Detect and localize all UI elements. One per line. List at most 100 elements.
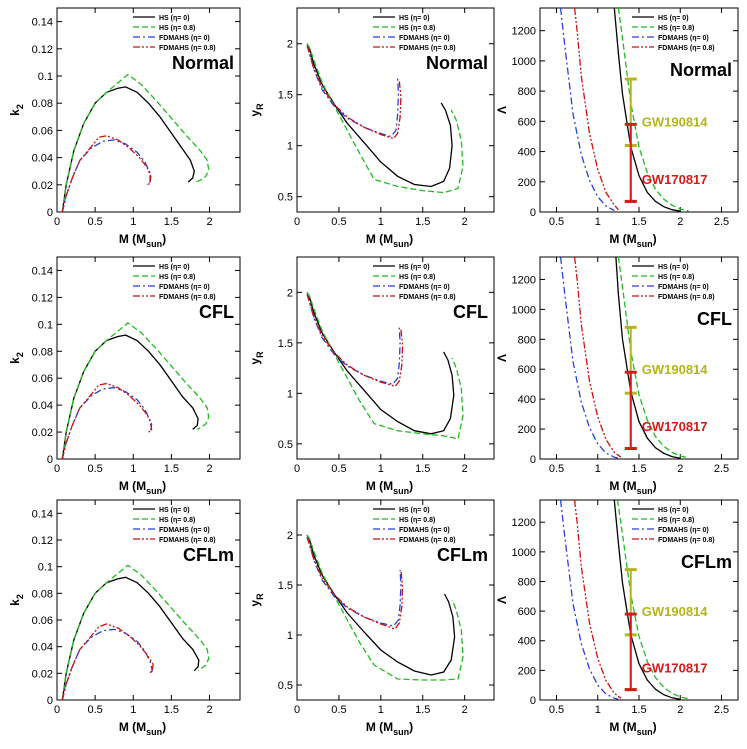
series-line (615, 257, 681, 459)
y-tick-label: 400 (518, 636, 536, 648)
y-tick-label: 0.14 (32, 265, 53, 277)
x-tick-label: 0.5 (331, 704, 346, 716)
series-line (306, 536, 402, 627)
legend-label: FDMAHS (η= 0) (658, 527, 709, 534)
y-tick-label: 200 (518, 665, 536, 677)
y-tick-label: 0 (530, 695, 536, 707)
x-tick-label: 1.5 (631, 704, 646, 716)
legend-label: FDMAHS (η= 0) (399, 284, 450, 291)
x-tick-label: 1 (130, 216, 136, 228)
y-tick-label: 0 (47, 695, 53, 707)
x-tick-label: 1.5 (164, 216, 179, 228)
panel-normal-lambda: 0.5 1 1.5 2 2.5 0 200 400 600 800 1000 1200 M (Msun)… (495, 7, 739, 249)
legend-label: FDMAHS (η= 0) (399, 35, 450, 42)
plot-frame (296, 499, 495, 701)
x-tick-label: 1.5 (164, 704, 179, 716)
x-tick-label: 0.5 (87, 216, 102, 228)
y-tick-label: 1200 (512, 517, 536, 529)
y-tick-label: 2 (287, 530, 293, 542)
y-tick-label: 0.06 (32, 125, 53, 137)
panel-label: Normal (426, 53, 488, 73)
y-tick-label: 800 (518, 334, 536, 346)
series-line (306, 294, 401, 386)
y-tick-label: 0.04 (32, 642, 53, 654)
x-tick-label: 1 (595, 463, 601, 475)
legend-label: FDMAHS (η= 0.8) (658, 45, 715, 52)
panel-cflm-lambda: 0.5 1 1.5 2 2.5 0 200 400 600 800 1000 1200 M (Msun)… (495, 499, 739, 737)
legend-label: HS (η= 0.8) (658, 274, 694, 281)
x-tick-label: 0 (294, 704, 300, 716)
y-tick-label: 0.04 (32, 400, 53, 412)
legend-label: HS (η= 0) (159, 264, 190, 271)
series-line (61, 139, 151, 212)
panel-cflm-k2: 0 0.5 1 1.5 2 0 0.02 0.04 0.06 0.08 0.1 0.12 0.14 M (… (8, 499, 241, 737)
y-tick-label: 0.1 (38, 71, 53, 83)
y-tick-label: 800 (518, 86, 536, 98)
y-tick-label: 0.04 (32, 153, 53, 165)
x-axis-label: M (Msun) (609, 479, 656, 496)
x-tick-label: 1.5 (415, 463, 430, 475)
x-tick-label: 0 (294, 216, 300, 228)
legend-label: FDMAHS (η= 0.8) (399, 537, 456, 544)
series-line (559, 500, 619, 700)
panel-label: CFLm (681, 552, 732, 572)
x-tick-label: 1.5 (631, 463, 646, 475)
x-axis-label: M (Msun) (119, 479, 166, 496)
y-tick-label: 0.12 (32, 292, 53, 304)
y-tick-label: 0.08 (32, 588, 53, 600)
series-line (61, 564, 210, 700)
y-axis-label: k2 (8, 352, 25, 364)
series-line (306, 294, 404, 388)
series-line (617, 257, 689, 459)
y-tick-label: 1000 (512, 304, 536, 316)
x-axis-label: M (Msun) (609, 232, 656, 249)
series-line (616, 500, 689, 700)
y-tick-label: 0 (47, 207, 53, 219)
x-axis-label: M (Msun) (366, 232, 413, 249)
y-axis-label: yR (248, 351, 265, 365)
y-tick-label: 0.08 (32, 346, 53, 358)
y-tick-label: 800 (518, 576, 536, 588)
y-tick-label: 1 (287, 388, 293, 400)
series-line (306, 292, 464, 440)
plot-frame (296, 7, 495, 213)
curves (559, 8, 689, 212)
y-tick-label: 0.12 (32, 535, 53, 547)
legend-label: HS (η= 0) (399, 264, 430, 271)
x-axis-label: M (Msun) (609, 720, 656, 737)
curves (559, 500, 689, 700)
y-tick-label: 0.1 (38, 562, 53, 574)
y-tick-label: 1200 (512, 26, 536, 38)
x-tick-label: 0.5 (549, 216, 564, 228)
x-axis-label: M (Msun) (119, 232, 166, 249)
x-tick-label: 0 (54, 463, 60, 475)
legend-label: HS (η= 0.8) (658, 517, 694, 524)
y-tick-label: 600 (518, 116, 536, 128)
legend-label: FDMAHS (η= 0) (159, 527, 210, 534)
x-tick-label: 1.5 (415, 216, 430, 228)
panel-label: Normal (670, 60, 732, 80)
legend-label: FDMAHS (η= 0) (658, 284, 709, 291)
legend-label: HS (η= 0.8) (159, 274, 195, 281)
event-label: GW190814 (642, 114, 709, 129)
x-tick-label: 1.5 (631, 216, 646, 228)
event-label: GW170817 (642, 172, 708, 187)
x-tick-label: 2 (677, 463, 683, 475)
legend-label: FDMAHS (η= 0.8) (159, 537, 216, 544)
y-tick-label: 0.02 (32, 668, 53, 680)
y-axis-label: k2 (8, 594, 25, 606)
y-axis-label: yR (248, 103, 265, 117)
curves (559, 257, 689, 459)
y-axis-label: Λ (495, 596, 509, 604)
series-line (613, 8, 681, 212)
x-tick-label: 2.5 (714, 216, 729, 228)
y-axis-label: Λ (495, 354, 509, 362)
legend-label: HS (η= 0.8) (658, 25, 694, 32)
x-tick-label: 2 (462, 704, 468, 716)
x-axis-label: M (Msun) (119, 720, 166, 737)
x-tick-label: 0 (294, 463, 300, 475)
legend-label: HS (η= 0.8) (159, 517, 195, 524)
panel-label: CFLm (437, 545, 488, 565)
